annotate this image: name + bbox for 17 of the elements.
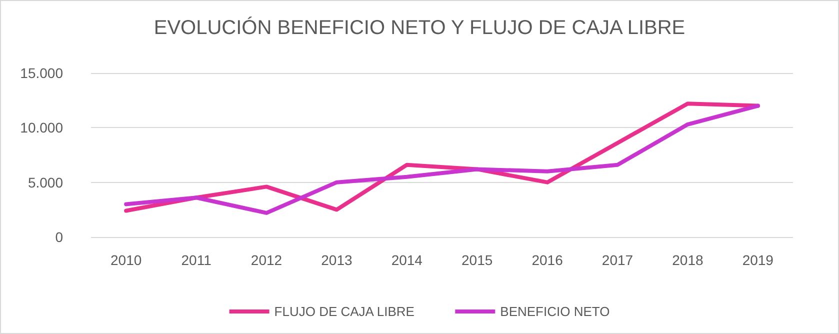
x-tick-label: 2016 xyxy=(532,252,564,268)
chart-title: EVOLUCIÓN BENEFICIO NETO Y FLUJO DE CAJA LIBRE xyxy=(154,16,686,39)
x-tick-label: 2015 xyxy=(462,252,493,268)
x-tick-label: 2010 xyxy=(110,252,142,268)
x-tick-label: 2012 xyxy=(250,252,282,268)
x-tick-label: 2018 xyxy=(672,252,704,268)
x-tick-label: 2017 xyxy=(602,252,634,268)
x-tick-label: 2011 xyxy=(181,252,212,268)
x-tick-label: 2019 xyxy=(742,252,774,268)
legend-label: BENEFICIO NETO xyxy=(500,304,610,319)
y-tick-label: 5.000 xyxy=(28,174,64,190)
x-tick-label: 2013 xyxy=(321,252,352,268)
x-tick-label: 2014 xyxy=(391,252,423,268)
y-tick-label: 15.000 xyxy=(20,65,64,81)
legend-label: FLUJO DE CAJA LIBRE xyxy=(274,304,415,319)
y-tick-label: 10.000 xyxy=(20,120,64,136)
y-tick-label: 0 xyxy=(55,229,64,245)
